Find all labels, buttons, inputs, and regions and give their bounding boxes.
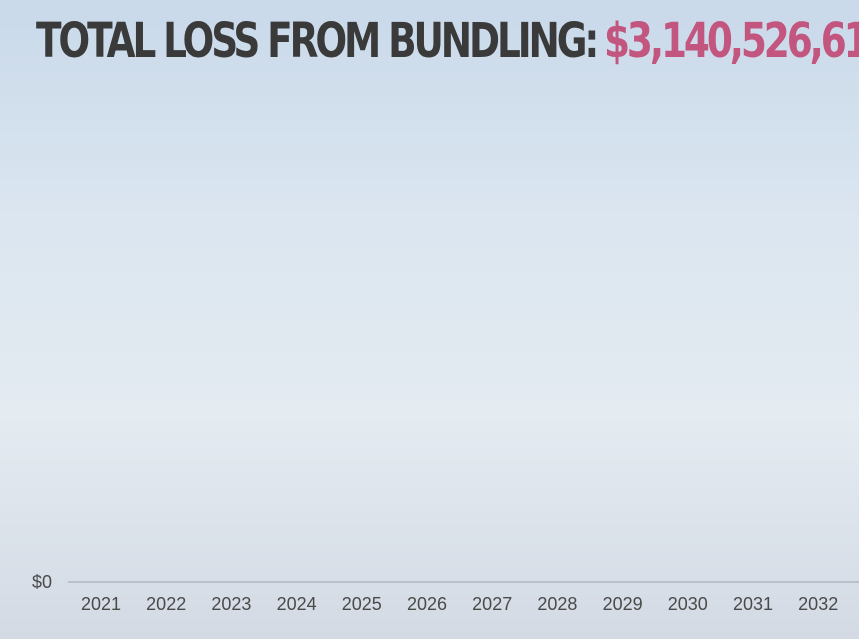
x-tick-label: 2030 [668, 594, 708, 614]
x-tick-labels: 2021 2022 2023 2024 2025 2026 2027 2028 2029 2030… [81, 594, 838, 614]
x-tick-label: 2025 [342, 594, 382, 614]
x-tick-label: 2027 [472, 594, 512, 614]
grid-lines [68, 581, 859, 583]
x-tick-label: 2031 [733, 594, 773, 614]
y-tick-label: $0 [32, 572, 52, 592]
y-tick-labels: $0,000,000,000,000,000 [32, 572, 52, 592]
title-text: TOTAL LOSS FROM BUNDLING: [36, 13, 599, 69]
x-tick-label: 2032 [798, 594, 838, 614]
x-tick-label: 2022 [146, 594, 186, 614]
x-tick-label: 2021 [81, 594, 121, 614]
x-tick-label: 2024 [277, 594, 317, 614]
title-amount: $3,140,526,619 [603, 13, 859, 69]
x-tick-label: 2023 [211, 594, 251, 614]
x-tick-label: 2028 [537, 594, 577, 614]
chart-title: TOTAL LOSS FROM BUNDLING:$3,140,526,619 [36, 8, 859, 74]
x-tick-label: 2029 [603, 594, 643, 614]
x-tick-label: 2026 [407, 594, 447, 614]
